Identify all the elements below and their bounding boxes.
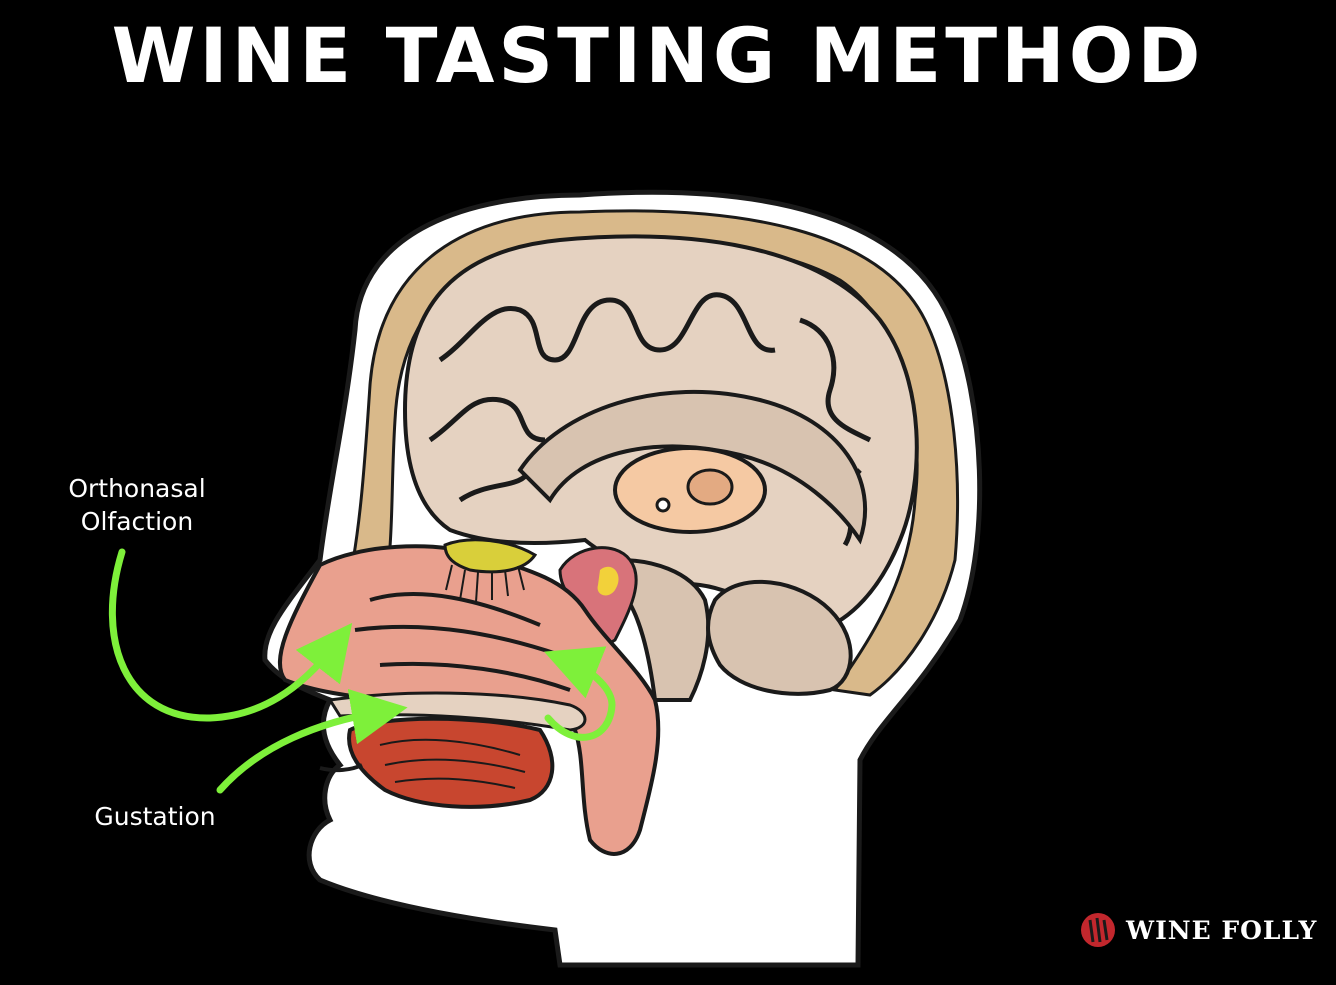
thalamus-nucleus <box>686 468 734 506</box>
brand-logo-text: WINE FOLLY <box>1126 915 1318 945</box>
page-title: WINE TASTING METHOD <box>111 11 1205 100</box>
gustation-label-text: Gustation <box>94 802 216 831</box>
gustation-arrow <box>216 688 408 794</box>
orthonasal-label-line2: Olfaction <box>80 507 194 536</box>
orthonasal-arrow <box>108 548 353 722</box>
retronasal-arrow <box>544 646 616 741</box>
brand-logo: WINE FOLLY <box>1080 910 1317 950</box>
thalamus-dot <box>655 497 671 513</box>
retronasal-olfaction-label: Retronasal Olfaction <box>650 735 830 801</box>
pituitary-gland <box>597 566 619 596</box>
retronasal-label-line2: Olfaction <box>683 770 797 799</box>
gustation-label: Gustation <box>80 800 230 833</box>
orthonasal-olfaction-label: Orthonasal Olfaction <box>52 472 222 538</box>
olfactory-bulb <box>443 538 538 574</box>
mouth <box>319 763 363 773</box>
orthonasal-label-line1: Orthonasal <box>68 474 206 503</box>
wine-folly-badge-icon <box>1081 913 1115 947</box>
olfactory-fibers <box>445 564 525 603</box>
cerebellum <box>706 579 853 696</box>
retronasal-label-line1: Retronasal <box>673 737 807 766</box>
skull <box>343 209 959 697</box>
brainstem <box>618 557 711 702</box>
corpus-callosum <box>517 389 867 545</box>
brand-logo-icon-space <box>1080 912 1116 948</box>
